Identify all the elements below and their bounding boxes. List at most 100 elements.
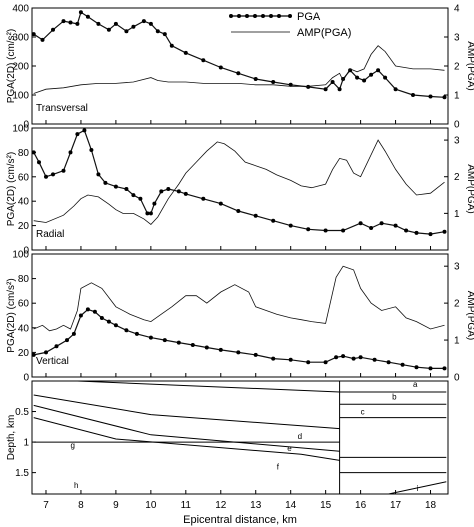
layer-label-f: f (277, 463, 280, 472)
pga-point (44, 174, 48, 179)
pga-point (51, 27, 55, 32)
x-tick-label: 15 (320, 500, 332, 511)
y-left-tick-label: 80 (18, 274, 30, 285)
y-right-tick-label: 2 (454, 62, 460, 73)
pga-point (271, 218, 276, 223)
pga-point (82, 128, 87, 133)
layer-label-b: b (392, 392, 397, 401)
y-left-tick-label: 60 (18, 299, 30, 310)
pga-point (138, 196, 143, 201)
pga-point (218, 201, 223, 206)
y-left-tick-label: 20 (18, 221, 30, 232)
pga-line (33, 308, 445, 369)
pga-point (92, 309, 97, 314)
geology-panel: 0.5 1 1.5 Depth, km a b c de f g h i (6, 380, 449, 495)
y-left-tick-label: 300 (12, 33, 29, 44)
pga-point (306, 84, 311, 89)
x-tick-label: 8 (78, 500, 84, 511)
pga-point (330, 80, 335, 84)
pga-point (68, 150, 73, 155)
pga-point (106, 319, 111, 324)
y-right-axis-label: AMP(PGA) (465, 41, 474, 90)
pga-point (96, 172, 101, 177)
pga-point (78, 10, 83, 15)
pga-point (442, 229, 447, 234)
x-axis-label: Epicentral distance, km (183, 514, 297, 526)
x-tick-label: 10 (145, 500, 157, 511)
legend-pga-marker (277, 14, 281, 18)
pga-point (65, 338, 69, 343)
layer-boundary (77, 380, 447, 393)
pga-point (218, 347, 223, 352)
pga-point (204, 345, 209, 350)
pga-point (124, 29, 129, 34)
x-axis: 7 8 9 10 11 12 13 14 15 16 17 18 Epicentral distance… (43, 500, 436, 526)
legend-pga-marker (269, 14, 273, 18)
y-left-tick-label: 0 (23, 120, 29, 131)
legend-amp-label: AMP(PGA) (297, 27, 351, 39)
layer-label-h: h (74, 481, 78, 490)
pga-point (148, 21, 153, 26)
pga-point (124, 328, 129, 333)
legend-pga-marker (245, 14, 249, 18)
pga-point (113, 323, 118, 328)
pga-point (145, 211, 150, 216)
pga-point (31, 150, 36, 155)
y-right-tick-label: 3 (454, 262, 460, 273)
pga-point (404, 228, 409, 233)
pga-point (40, 37, 45, 42)
panel-frame (31, 127, 449, 251)
geology-frame (31, 380, 449, 495)
legend-pga-marker (288, 14, 292, 18)
pga-point (288, 223, 293, 228)
pga-point (351, 356, 356, 361)
panel-frame (31, 7, 449, 125)
pga-point (141, 19, 146, 24)
pga-point (37, 160, 41, 165)
pga-point (44, 350, 48, 355)
x-tick-label: 14 (285, 500, 297, 511)
pga-point (162, 338, 167, 343)
pga-point (369, 226, 374, 230)
x-tick-label: 16 (355, 500, 367, 511)
layer-boundary (33, 404, 340, 452)
pga-point (323, 87, 328, 92)
pga-point (75, 132, 80, 137)
pga-point (68, 20, 73, 25)
y-right-axis-label: AMP(PGA) (465, 291, 474, 340)
panel-frame (31, 253, 449, 378)
pga-point (393, 223, 398, 228)
panel-radial: 0 20 40 60 80 100 1 2 3 PGA(2D) (cm/s²) AMP(PGA) Ra… (6, 124, 474, 257)
pga-point (428, 366, 433, 371)
pga-point (166, 187, 171, 191)
x-tick-label: 18 (425, 500, 437, 511)
y-left-tick-label: 60 (18, 172, 30, 183)
pga-line (33, 129, 445, 235)
pga-point (61, 168, 66, 173)
pga-point (89, 148, 94, 152)
pga-point (442, 95, 447, 100)
y-right-tick-label: 0 (454, 373, 460, 384)
pga-point (253, 77, 258, 81)
pga-point (85, 14, 90, 19)
pga-point (341, 228, 346, 233)
legend-pga-label: PGA (297, 11, 321, 23)
pga-line (33, 11, 445, 98)
depth-axis-label: Depth, km (6, 415, 17, 461)
pga-point (148, 211, 153, 216)
pga-point (99, 316, 104, 320)
y-right-tick-label: 3 (454, 33, 460, 44)
y-left-tick-label: 100 (12, 91, 29, 102)
layer-label-a: a (413, 380, 418, 389)
pga-point (31, 32, 36, 37)
x-tick-label: 17 (390, 500, 402, 511)
panel-vertical: 0 20 40 60 80 100 0 1 2 3 PGA(2D) (cm/s²) AMP(PGA) V… (6, 250, 474, 384)
pga-point (236, 71, 241, 76)
pga-point (337, 87, 342, 92)
x-tick-label: 13 (250, 500, 262, 511)
y-right-tick-label: 2 (454, 299, 460, 310)
layer-boundary (33, 417, 340, 461)
pga-point (323, 228, 328, 233)
pga-point (379, 221, 384, 226)
